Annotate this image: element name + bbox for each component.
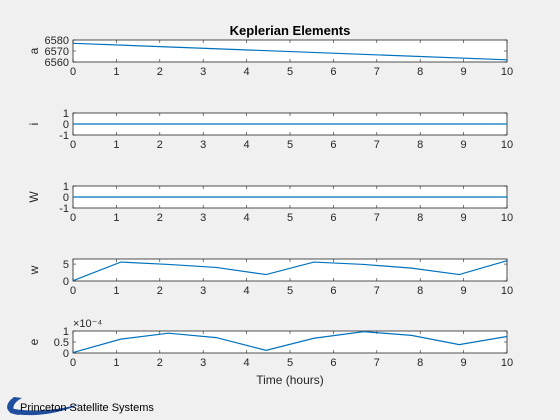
y-tick-label: 5 bbox=[63, 259, 69, 271]
x-tick-label: 10 bbox=[501, 357, 513, 369]
x-tick-label: 0 bbox=[70, 139, 76, 151]
y-tick-label: 0 bbox=[63, 348, 69, 360]
x-tick-label: 5 bbox=[287, 212, 293, 224]
y-tick-label: -1 bbox=[59, 130, 69, 142]
x-tick-label: 7 bbox=[374, 285, 380, 297]
x-tick-label: 7 bbox=[374, 357, 380, 369]
x-tick-label: 10 bbox=[501, 285, 513, 297]
x-tick-label: 4 bbox=[244, 66, 250, 78]
x-tick-label: 6 bbox=[330, 285, 336, 297]
x-tick-label: 10 bbox=[501, 139, 513, 151]
x-tick-label: 7 bbox=[374, 139, 380, 151]
y-tick-label: 1 bbox=[63, 326, 69, 338]
x-tick-label: 4 bbox=[244, 357, 250, 369]
y-tick-label: 6580 bbox=[45, 35, 69, 47]
y-tick-label: 0.5 bbox=[54, 337, 69, 349]
x-tick-label: 2 bbox=[157, 212, 163, 224]
x-tick-label: 9 bbox=[461, 285, 467, 297]
plot-area-e bbox=[73, 331, 507, 353]
y-tick-label: 1 bbox=[63, 108, 69, 120]
y-axis-label-w: w bbox=[27, 265, 41, 275]
y-tick-label: 6560 bbox=[45, 57, 69, 69]
x-tick-label: 5 bbox=[287, 66, 293, 78]
x-tick-label: 8 bbox=[417, 66, 423, 78]
y-tick-label: 0 bbox=[63, 192, 69, 204]
x-tick-label: 10 bbox=[501, 66, 513, 78]
x-tick-label: 3 bbox=[200, 357, 206, 369]
x-tick-label: 9 bbox=[461, 212, 467, 224]
x-tick-label: 8 bbox=[417, 357, 423, 369]
x-tick-label: 1 bbox=[113, 357, 119, 369]
x-tick-label: 1 bbox=[113, 285, 119, 297]
x-axis-label: Time (hours) bbox=[256, 373, 324, 387]
x-tick-label: 3 bbox=[200, 285, 206, 297]
x-tick-label: 4 bbox=[244, 285, 250, 297]
x-tick-label: 0 bbox=[70, 66, 76, 78]
x-tick-label: 2 bbox=[157, 139, 163, 151]
x-tick-label: 3 bbox=[200, 212, 206, 224]
y-axis-label-e: e bbox=[27, 338, 41, 345]
x-tick-label: 6 bbox=[330, 139, 336, 151]
x-tick-label: 1 bbox=[113, 212, 119, 224]
y-axis-label-i: i bbox=[27, 123, 41, 126]
x-tick-label: 9 bbox=[461, 66, 467, 78]
y-tick-label: -1 bbox=[59, 203, 69, 215]
x-tick-label: 5 bbox=[287, 285, 293, 297]
x-tick-label: 2 bbox=[157, 285, 163, 297]
x-tick-label: 7 bbox=[374, 212, 380, 224]
chart-title: Keplerian Elements bbox=[230, 23, 351, 38]
x-tick-label: 0 bbox=[70, 285, 76, 297]
x-tick-label: 6 bbox=[330, 212, 336, 224]
y-exponent-label: ×10⁻⁴ bbox=[73, 318, 102, 330]
y-axis-label-W: W bbox=[27, 191, 41, 203]
x-tick-label: 4 bbox=[244, 212, 250, 224]
x-tick-label: 1 bbox=[113, 139, 119, 151]
y-axis-label-a: a bbox=[27, 47, 41, 54]
x-tick-label: 7 bbox=[374, 66, 380, 78]
x-tick-label: 4 bbox=[244, 139, 250, 151]
x-tick-label: 0 bbox=[70, 212, 76, 224]
x-tick-label: 8 bbox=[417, 212, 423, 224]
y-tick-label: 6570 bbox=[45, 46, 69, 58]
y-tick-label: 0 bbox=[63, 119, 69, 131]
logo-text: Princeton Satellite Systems bbox=[20, 402, 154, 414]
x-tick-label: 3 bbox=[200, 66, 206, 78]
x-tick-label: 10 bbox=[501, 212, 513, 224]
x-tick-label: 9 bbox=[461, 357, 467, 369]
x-tick-label: 1 bbox=[113, 66, 119, 78]
x-tick-label: 6 bbox=[330, 357, 336, 369]
y-tick-label: 0 bbox=[63, 276, 69, 288]
x-tick-label: 8 bbox=[417, 139, 423, 151]
x-tick-label: 6 bbox=[330, 66, 336, 78]
x-tick-label: 0 bbox=[70, 357, 76, 369]
y-tick-label: 1 bbox=[63, 181, 69, 193]
x-tick-label: 9 bbox=[461, 139, 467, 151]
x-tick-label: 8 bbox=[417, 285, 423, 297]
x-tick-label: 2 bbox=[157, 357, 163, 369]
x-tick-label: 5 bbox=[287, 139, 293, 151]
plot-area-w bbox=[73, 259, 507, 281]
x-tick-label: 2 bbox=[157, 66, 163, 78]
x-tick-label: 5 bbox=[287, 357, 293, 369]
x-tick-label: 3 bbox=[200, 139, 206, 151]
